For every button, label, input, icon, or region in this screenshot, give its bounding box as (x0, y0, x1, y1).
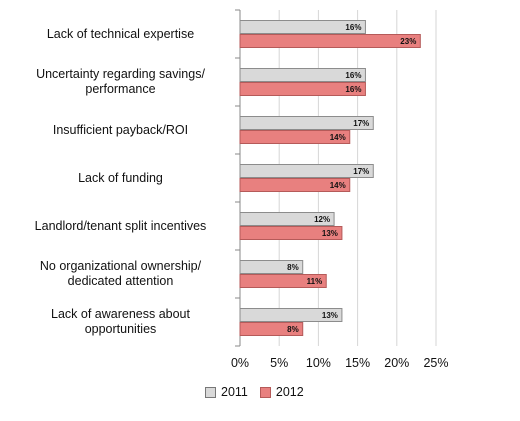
bar-2011-0 (239, 20, 366, 34)
legend-label-2011: 2011 (221, 385, 248, 399)
bar-2011-6 (239, 308, 343, 322)
value-label-2011-2: 17% (353, 119, 369, 128)
value-label-2012-3: 14% (330, 181, 346, 190)
value-label-2011-3: 17% (353, 167, 369, 176)
category-label-3: Lack of funding (8, 171, 233, 186)
x-tick-label-3: 15% (345, 356, 370, 370)
legend-label-2012: 2012 (275, 385, 304, 399)
bar-2011-5 (239, 260, 304, 274)
value-label-2012-4: 13% (322, 229, 338, 238)
legend-item-2012: 2012 (259, 385, 304, 399)
bar-2012-6 (239, 322, 304, 336)
value-label-2011-5: 8% (287, 263, 299, 272)
category-label-line: Lack of funding (78, 170, 163, 185)
bar-2011-1 (239, 68, 366, 82)
x-tick-label-4: 20% (384, 356, 409, 370)
value-label-2011-4: 12% (314, 215, 330, 224)
category-label-line: Insufficient payback/ROI (52, 122, 189, 137)
value-label-2012-1: 16% (345, 85, 361, 94)
category-label-line: Lack of awareness about (51, 307, 190, 321)
category-label-1: Uncertainty regarding savings/performanc… (8, 67, 233, 97)
bar-2012-5 (239, 274, 327, 288)
value-label-2012-0: 23% (400, 37, 416, 46)
category-label-line: Lack of technical expertise (46, 26, 195, 41)
x-tick-label-5: 25% (423, 356, 448, 370)
category-label-5: No organizational ownership/dedicated at… (8, 259, 233, 289)
x-tick-label-1: 5% (270, 356, 288, 370)
bar-2012-0 (239, 34, 421, 48)
category-label-line: performance (85, 82, 156, 96)
category-label-2: Insufficient payback/ROI (8, 123, 233, 138)
bar-2012-3 (239, 178, 351, 192)
x-tick-label-2: 10% (306, 356, 331, 370)
category-label-6: Lack of awareness about opportunities (8, 307, 233, 337)
bar-2012-2 (239, 130, 351, 144)
bar-2011-4 (239, 212, 335, 226)
value-label-2011-0: 16% (345, 23, 361, 32)
category-label-line: dedicated attention (67, 274, 174, 288)
legend: 2011 2012 (205, 385, 316, 399)
category-label-4: Landlord/tenant split incentives (8, 219, 233, 234)
category-label-line: Uncertainty regarding savings/ (36, 67, 205, 81)
bar-2012-1 (239, 82, 366, 96)
value-label-2012-6: 8% (287, 325, 299, 334)
value-label-2012-2: 14% (330, 133, 346, 142)
category-label-0: Lack of technical expertise (8, 27, 233, 42)
value-label-2011-6: 13% (322, 311, 338, 320)
legend-swatch-2011 (205, 386, 216, 398)
value-label-2011-1: 16% (345, 71, 361, 80)
legend-item-2011: 2011 (205, 385, 248, 399)
bar-2012-4 (239, 226, 343, 240)
category-label-line: Landlord/tenant split incentives (34, 218, 207, 233)
bar-2011-3 (239, 164, 374, 178)
bar-2011-2 (239, 116, 374, 130)
legend-swatch-2012 (259, 386, 271, 398)
category-label-line: No organizational ownership/ (39, 259, 202, 273)
category-label-line: opportunities (84, 322, 157, 336)
x-tick-label-0: 0% (231, 356, 249, 370)
value-label-2012-5: 11% (307, 277, 323, 286)
